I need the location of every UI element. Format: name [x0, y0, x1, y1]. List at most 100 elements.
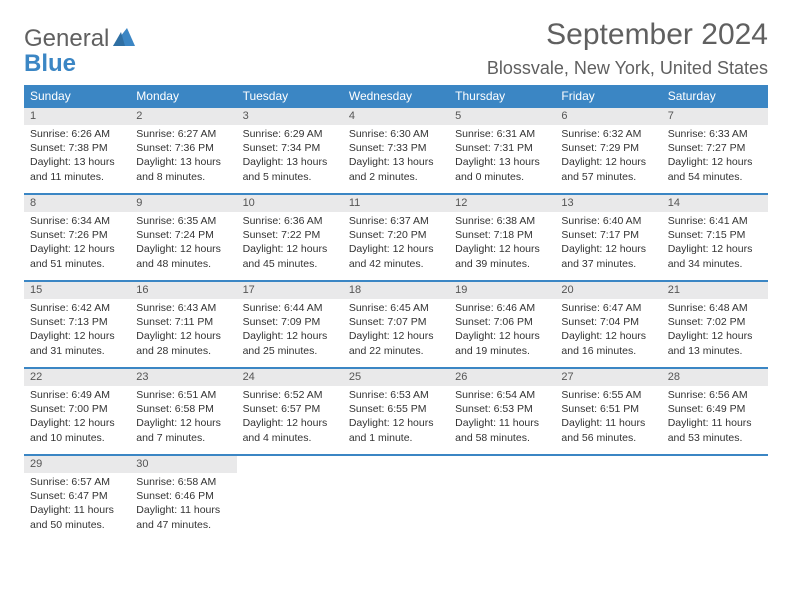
- daylight-line-1: Daylight: 12 hours: [561, 242, 655, 256]
- daylight-line-2: and 16 minutes.: [561, 344, 655, 358]
- day-cell: [343, 456, 449, 541]
- daylight-line-1: Daylight: 12 hours: [243, 329, 337, 343]
- day-cell: 5Sunrise: 6:31 AMSunset: 7:31 PMDaylight…: [449, 108, 555, 193]
- sunset-line: Sunset: 7:07 PM: [349, 315, 443, 329]
- daylight-line-2: and 19 minutes.: [455, 344, 549, 358]
- sunset-line: Sunset: 7:36 PM: [136, 141, 230, 155]
- sunset-line: Sunset: 7:31 PM: [455, 141, 549, 155]
- daylight-line-2: and 25 minutes.: [243, 344, 337, 358]
- dow-wed: Wednesday: [343, 85, 449, 108]
- dow-sun: Sunday: [24, 85, 130, 108]
- daylight-line-1: Daylight: 12 hours: [455, 329, 549, 343]
- sunset-line: Sunset: 6:57 PM: [243, 402, 337, 416]
- day-details: Sunrise: 6:36 AMSunset: 7:22 PMDaylight:…: [241, 214, 339, 271]
- daylight-line-2: and 5 minutes.: [243, 170, 337, 184]
- day-details: Sunrise: 6:34 AMSunset: 7:26 PMDaylight:…: [28, 214, 126, 271]
- day-number: [237, 456, 343, 461]
- day-number: 21: [662, 282, 768, 299]
- sunrise-line: Sunrise: 6:41 AM: [668, 214, 762, 228]
- day-details: Sunrise: 6:27 AMSunset: 7:36 PMDaylight:…: [134, 127, 232, 184]
- daylight-line-1: Daylight: 12 hours: [668, 329, 762, 343]
- day-cell: 4Sunrise: 6:30 AMSunset: 7:33 PMDaylight…: [343, 108, 449, 193]
- daylight-line-1: Daylight: 11 hours: [136, 503, 230, 517]
- sunset-line: Sunset: 7:06 PM: [455, 315, 549, 329]
- day-details: Sunrise: 6:51 AMSunset: 6:58 PMDaylight:…: [134, 388, 232, 445]
- day-cell: 12Sunrise: 6:38 AMSunset: 7:18 PMDayligh…: [449, 195, 555, 280]
- day-details: Sunrise: 6:47 AMSunset: 7:04 PMDaylight:…: [559, 301, 657, 358]
- day-number: 17: [237, 282, 343, 299]
- daylight-line-2: and 2 minutes.: [349, 170, 443, 184]
- daylight-line-2: and 58 minutes.: [455, 431, 549, 445]
- sunset-line: Sunset: 7:02 PM: [668, 315, 762, 329]
- sunrise-line: Sunrise: 6:44 AM: [243, 301, 337, 315]
- sunset-line: Sunset: 7:33 PM: [349, 141, 443, 155]
- daylight-line-1: Daylight: 11 hours: [455, 416, 549, 430]
- day-number: 24: [237, 369, 343, 386]
- day-cell: 27Sunrise: 6:55 AMSunset: 6:51 PMDayligh…: [555, 369, 661, 454]
- daylight-line-1: Daylight: 13 hours: [30, 155, 124, 169]
- daylight-line-1: Daylight: 12 hours: [349, 416, 443, 430]
- daylight-line-2: and 34 minutes.: [668, 257, 762, 271]
- daylight-line-2: and 48 minutes.: [136, 257, 230, 271]
- sunset-line: Sunset: 7:15 PM: [668, 228, 762, 242]
- day-number: 1: [24, 108, 130, 125]
- day-cell: 9Sunrise: 6:35 AMSunset: 7:24 PMDaylight…: [130, 195, 236, 280]
- sunrise-line: Sunrise: 6:32 AM: [561, 127, 655, 141]
- day-number: [662, 456, 768, 461]
- day-number: 11: [343, 195, 449, 212]
- daylight-line-2: and 10 minutes.: [30, 431, 124, 445]
- sunset-line: Sunset: 7:26 PM: [30, 228, 124, 242]
- daylight-line-2: and 54 minutes.: [668, 170, 762, 184]
- day-number: 2: [130, 108, 236, 125]
- day-number: 23: [130, 369, 236, 386]
- day-cell: 3Sunrise: 6:29 AMSunset: 7:34 PMDaylight…: [237, 108, 343, 193]
- sunset-line: Sunset: 7:20 PM: [349, 228, 443, 242]
- sunrise-line: Sunrise: 6:55 AM: [561, 388, 655, 402]
- daylight-line-1: Daylight: 12 hours: [668, 242, 762, 256]
- day-details: Sunrise: 6:32 AMSunset: 7:29 PMDaylight:…: [559, 127, 657, 184]
- day-cell: 29Sunrise: 6:57 AMSunset: 6:47 PMDayligh…: [24, 456, 130, 541]
- day-cell: 23 Sunrise: 6:51 AMSunset: 6:58 PMDayligh…: [130, 369, 236, 454]
- sunrise-line: Sunrise: 6:53 AM: [349, 388, 443, 402]
- dow-row: Sunday Monday Tuesday Wednesday Thursday…: [24, 85, 768, 108]
- day-number: [343, 456, 449, 461]
- day-number: 22: [24, 369, 130, 386]
- dow-fri: Friday: [555, 85, 661, 108]
- sunrise-line: Sunrise: 6:40 AM: [561, 214, 655, 228]
- sunrise-line: Sunrise: 6:29 AM: [243, 127, 337, 141]
- sunset-line: Sunset: 7:04 PM: [561, 315, 655, 329]
- day-details: Sunrise: 6:43 AMSunset: 7:11 PMDaylight:…: [134, 301, 232, 358]
- daylight-line-2: and 45 minutes.: [243, 257, 337, 271]
- sunset-line: Sunset: 6:46 PM: [136, 489, 230, 503]
- header: General Blue September 2024 Blossvale, N…: [24, 18, 768, 79]
- calendar-page: General Blue September 2024 Blossvale, N…: [0, 0, 792, 557]
- daylight-line-2: and 57 minutes.: [561, 170, 655, 184]
- daylight-line-1: Daylight: 13 hours: [243, 155, 337, 169]
- sunrise-line: Sunrise: 6:51 AM: [136, 388, 230, 402]
- week-row: 8Sunrise: 6:34 AMSunset: 7:26 PMDaylight…: [24, 193, 768, 280]
- sunrise-line: Sunrise: 6:35 AM: [136, 214, 230, 228]
- day-details: Sunrise: 6:57 AMSunset: 6:47 PMDaylight:…: [28, 475, 126, 532]
- day-number: 14: [662, 195, 768, 212]
- daylight-line-2: and 53 minutes.: [668, 431, 762, 445]
- sunrise-line: Sunrise: 6:47 AM: [561, 301, 655, 315]
- week-row: 1Sunrise: 6:26 AMSunset: 7:38 PMDaylight…: [24, 108, 768, 193]
- day-cell: 25Sunrise: 6:53 AMSunset: 6:55 PMDayligh…: [343, 369, 449, 454]
- day-number: 6: [555, 108, 661, 125]
- sunset-line: Sunset: 6:51 PM: [561, 402, 655, 416]
- day-cell: 6 Sunrise: 6:32 AMSunset: 7:29 PMDaylight…: [555, 108, 661, 193]
- day-details: Sunrise: 6:42 AMSunset: 7:13 PMDaylight:…: [28, 301, 126, 358]
- daylight-line-1: Daylight: 12 hours: [243, 416, 337, 430]
- day-number: 12: [449, 195, 555, 212]
- daylight-line-2: and 39 minutes.: [455, 257, 549, 271]
- weeks-container: 1Sunrise: 6:26 AMSunset: 7:38 PMDaylight…: [24, 108, 768, 541]
- daylight-line-1: Daylight: 13 hours: [455, 155, 549, 169]
- daylight-line-1: Daylight: 12 hours: [30, 416, 124, 430]
- logo-word1: General: [24, 25, 109, 52]
- day-number: 4: [343, 108, 449, 125]
- day-number: 19: [449, 282, 555, 299]
- day-cell: 10Sunrise: 6:36 AMSunset: 7:22 PMDayligh…: [237, 195, 343, 280]
- sunrise-line: Sunrise: 6:54 AM: [455, 388, 549, 402]
- daylight-line-2: and 37 minutes.: [561, 257, 655, 271]
- calendar: Sunday Monday Tuesday Wednesday Thursday…: [24, 85, 768, 541]
